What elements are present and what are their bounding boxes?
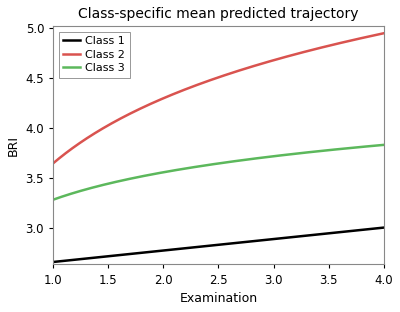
Class 3 xyxy=(208,163,212,167)
Legend: Class 1, Class 2, Class 3: Class 1, Class 2, Class 3 xyxy=(59,32,130,78)
Title: Class-specific mean predicted trajectory: Class-specific mean predicted trajectory xyxy=(78,7,359,21)
Class 1 xyxy=(208,244,212,247)
Class 3 xyxy=(210,163,214,166)
Class 3 xyxy=(373,144,378,148)
Class 2 xyxy=(230,71,234,75)
Class 1 xyxy=(248,240,252,243)
Class 1 xyxy=(373,227,378,230)
Class 3 xyxy=(51,198,56,202)
Class 3 xyxy=(322,149,326,153)
Line: Class 3: Class 3 xyxy=(53,145,384,200)
Class 1 xyxy=(51,260,56,264)
Class 1 xyxy=(381,226,386,229)
Class 2 xyxy=(51,161,56,165)
Class 1 xyxy=(210,244,214,247)
Y-axis label: BRI: BRI xyxy=(7,135,20,156)
Class 2 xyxy=(322,45,326,49)
Class 1 xyxy=(322,232,326,236)
Line: Class 2: Class 2 xyxy=(53,33,384,163)
Class 1 xyxy=(230,241,234,245)
Class 3 xyxy=(230,160,234,163)
Class 2 xyxy=(208,78,212,82)
Class 2 xyxy=(248,65,252,69)
X-axis label: Examination: Examination xyxy=(179,292,258,305)
Line: Class 1: Class 1 xyxy=(53,227,384,262)
Class 3 xyxy=(248,157,252,161)
Class 2 xyxy=(210,78,214,81)
Class 2 xyxy=(381,32,386,35)
Class 2 xyxy=(373,33,378,37)
Class 3 xyxy=(381,143,386,147)
